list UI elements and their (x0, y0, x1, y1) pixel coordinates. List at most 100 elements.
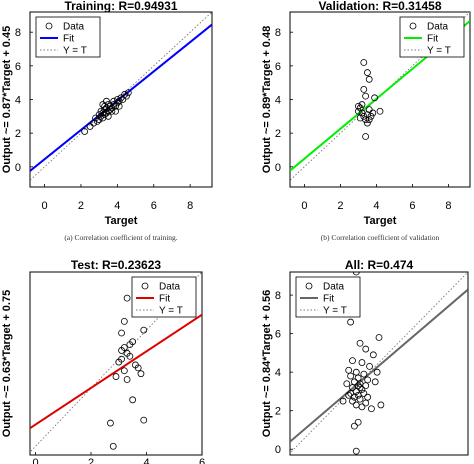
data-point (354, 391, 362, 399)
data-point (343, 380, 351, 388)
data-point (356, 395, 364, 403)
data-point (110, 97, 118, 105)
x-axis-label: Target (105, 215, 138, 227)
data-point (377, 401, 385, 409)
y-tick-label: 2 (275, 406, 281, 418)
y-tick-label: 4 (15, 95, 21, 107)
data-point (126, 341, 134, 349)
data-point (358, 359, 366, 366)
figure-caption: (a) Correlation coefficient of training. (64, 233, 177, 242)
x-tick-label: 0 (301, 200, 307, 212)
data-point (101, 106, 109, 113)
legend-data-marker (45, 22, 53, 30)
data-point (356, 114, 364, 122)
y-tick-label: 2 (15, 128, 21, 140)
data-point (365, 106, 373, 113)
data-point (356, 384, 364, 391)
data-point (367, 112, 375, 120)
data-point (106, 102, 114, 110)
y-axis-label: Output ~= 0.89*Target + 0.48 (261, 26, 273, 173)
chart-title: All: R=0.474 (345, 258, 414, 272)
data-point (107, 419, 114, 427)
x-tick-label: 6 (409, 200, 415, 212)
y-axis-label: Output ~= 0.87*Target + 0.45 (1, 26, 13, 173)
x-tick-label: 6 (151, 200, 157, 212)
fit-line (30, 313, 202, 429)
data-point (112, 107, 119, 115)
data-point (137, 370, 145, 378)
x-tick-label: 2 (337, 200, 343, 212)
y-tick-label: 4 (275, 367, 281, 379)
x-tick-label: 2 (88, 457, 94, 464)
legend-data-marker (141, 282, 149, 290)
data-point (95, 111, 103, 119)
data-point (354, 418, 362, 426)
data-point (112, 102, 119, 110)
identity-line (290, 272, 468, 454)
data-point (354, 102, 362, 110)
data-point (101, 111, 109, 119)
data-point (354, 107, 362, 115)
y-tick-label: 8 (275, 27, 281, 39)
x-tick-label: 6 (199, 457, 205, 464)
y-tick-label: 0 (275, 444, 281, 456)
data-point (113, 96, 121, 103)
data-point (104, 107, 112, 115)
data-point (350, 422, 358, 430)
data-point (104, 112, 112, 120)
x-tick-label: 0 (41, 200, 47, 212)
data-point (362, 399, 370, 407)
legend-fit-label: Fit (427, 34, 438, 45)
data-point (371, 378, 379, 386)
data-point (124, 89, 132, 97)
data-point (103, 97, 110, 105)
data-point (120, 317, 128, 325)
data-point (99, 101, 107, 108)
data-point (362, 92, 370, 100)
legend-data-marker (409, 22, 417, 30)
legend-fit-label: Fit (323, 294, 334, 305)
data-point (95, 116, 103, 124)
chart-title: Validation: R=0.31458 (318, 0, 441, 13)
chart-title: Training: R=0.94931 (64, 0, 177, 13)
data-point (118, 347, 125, 354)
legend-identity-label: Y = T (159, 306, 183, 317)
data-point (339, 397, 347, 405)
data-point (123, 376, 131, 383)
data-point (347, 372, 354, 380)
data-point (362, 345, 370, 353)
data-point (93, 117, 101, 125)
fit-line (290, 288, 468, 443)
data-point (126, 352, 134, 360)
plot-content (290, 272, 468, 455)
data-point (115, 97, 123, 105)
x-tick-label: 4 (114, 200, 120, 212)
data-point (118, 329, 125, 337)
fit-line (30, 23, 212, 172)
data-point (352, 272, 360, 276)
x-tick-label: 4 (373, 200, 379, 212)
y-tick-label: 0 (15, 162, 21, 174)
x-tick-label: 4 (143, 457, 149, 464)
x-tick-label: 8 (445, 200, 451, 212)
plot-content (30, 12, 212, 181)
legend-fit-label: Fit (159, 294, 170, 305)
data-point (373, 368, 381, 376)
data-point (101, 102, 109, 110)
legend-data-marker (305, 282, 313, 290)
data-point (120, 367, 128, 375)
panel-1: 0 2 4 6 8 0 2 4 6 8 Training: R=0.94931 Output ~= 0… (1, 0, 213, 242)
x-axis-label: Target (364, 215, 397, 227)
y-tick-label: 8 (15, 27, 21, 39)
data-point (347, 318, 354, 326)
data-point (360, 112, 368, 120)
y-tick-label: 6 (15, 61, 21, 73)
data-point (140, 416, 148, 424)
data-point (115, 102, 123, 110)
legend-data-label: Data (427, 22, 449, 33)
data-point (123, 294, 131, 302)
